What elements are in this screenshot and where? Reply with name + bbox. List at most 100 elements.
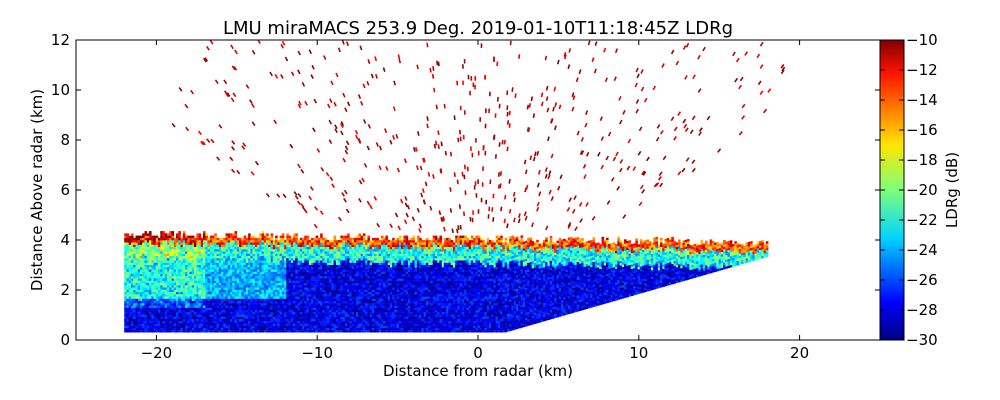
ldr-cell: [371, 321, 375, 324]
ldr-cell: [259, 251, 262, 254]
ldr-cell: [191, 294, 195, 297]
ldr-cell: [171, 235, 175, 238]
ldr-cell: [216, 291, 220, 295]
ldr-cell: [146, 325, 150, 328]
ldr-cell: [347, 291, 350, 295]
ldr-cell: [333, 260, 337, 263]
ldr-cell: [140, 269, 143, 272]
ldr-cell: [308, 253, 312, 256]
ldr-cell: [257, 271, 260, 274]
ldr-cell: [315, 289, 319, 292]
ldr-cell: [304, 298, 307, 301]
ldr-cell: [281, 267, 285, 270]
ldr-cell: [340, 314, 343, 317]
ldr-cell: [198, 237, 202, 241]
ldr-cell: [351, 321, 355, 324]
ldr-cell: [279, 237, 283, 241]
ldr-cell: [338, 325, 341, 328]
ldr-cell: [214, 237, 217, 241]
ldr-cell: [133, 276, 136, 279]
ldr-cell: [335, 287, 339, 290]
ldr-cell: [385, 300, 388, 304]
ldr-cell: [173, 285, 177, 288]
ldr-cell: [137, 276, 141, 279]
ldr-cell: [149, 273, 152, 277]
ldr-cell: [275, 323, 278, 326]
ldr-cell: [212, 271, 215, 274]
ldr-cell: [173, 258, 177, 261]
ldr-cell: [216, 285, 220, 288]
ldr-cell: [189, 282, 193, 286]
ldr-cell: [340, 316, 343, 319]
ldr-cell: [351, 327, 355, 331]
ldr-cell: [151, 325, 154, 328]
ldr-cell: [378, 287, 382, 290]
ldr-cell: [306, 316, 310, 319]
ldr-cell: [149, 305, 152, 308]
ldr-cell: [176, 249, 179, 252]
ldr-cell: [230, 309, 233, 313]
ldr-cell: [324, 258, 328, 261]
ldr-cell: [304, 273, 307, 277]
ldr-cell: [185, 309, 188, 313]
ldr-cell: [167, 280, 170, 283]
ldr-cell: [340, 327, 343, 331]
ldr-cell: [234, 287, 238, 290]
ldr-cell: [223, 280, 226, 283]
ldr-cell: [277, 278, 280, 281]
ldr-cell: [182, 316, 186, 319]
ldr-cell: [126, 325, 130, 328]
ldr-cell: [239, 294, 242, 297]
ldr-cell: [162, 264, 166, 268]
ldr-cell: [308, 294, 312, 297]
ldr-cell: [137, 237, 141, 241]
ldr-cell: [268, 312, 271, 315]
ldr-cell: [232, 276, 235, 279]
ldr-cell: [344, 255, 348, 259]
ldr-cell: [140, 296, 143, 299]
ldr-cell: [164, 255, 168, 259]
ldr-cell: [277, 258, 280, 261]
ldr-cell: [338, 264, 341, 268]
ldr-cell: [342, 276, 346, 279]
ldr-cell: [376, 305, 379, 308]
ldr-cell: [245, 303, 249, 306]
ldr-cell: [257, 312, 260, 315]
ldr-cell: [376, 240, 379, 243]
ldr-cell: [302, 318, 305, 322]
ldr-cell: [306, 321, 310, 324]
ldr-cell: [322, 307, 325, 310]
ldr-cell: [284, 242, 287, 245]
ldr-cell: [333, 269, 337, 272]
ldr-cell: [146, 249, 150, 252]
ldr-cell: [320, 237, 323, 241]
ldr-cell: [284, 285, 287, 288]
ldr-cell: [272, 287, 276, 290]
ldr-cell: [331, 251, 334, 254]
ldr-cell: [333, 267, 337, 270]
ldr-cell: [241, 262, 244, 265]
ldr-cell: [254, 312, 258, 315]
ldr-cell: [326, 312, 330, 315]
ldr-cell: [254, 307, 258, 310]
ldr-cell: [290, 289, 294, 292]
ldr-cell: [369, 262, 373, 265]
ldr-cell: [164, 318, 168, 322]
ldr-cell: [378, 316, 382, 319]
ldr-cell: [230, 264, 233, 268]
ldr-cell: [236, 271, 240, 274]
ldr-cell: [187, 289, 190, 292]
ldr-cell: [250, 251, 253, 254]
ldr-cell: [180, 296, 184, 299]
ldr-cell: [344, 235, 348, 238]
ldr-cell: [362, 249, 366, 252]
ldr-cell: [205, 244, 208, 247]
ldr-cell: [279, 264, 283, 268]
ldr-cell: [169, 231, 172, 234]
ldr-cell: [232, 260, 235, 263]
ldr-cell: [135, 237, 139, 241]
ldr-cell: [324, 287, 328, 290]
ldr-cell: [279, 330, 283, 333]
ldr-cell: [214, 291, 217, 295]
ldr-cell: [353, 271, 357, 274]
